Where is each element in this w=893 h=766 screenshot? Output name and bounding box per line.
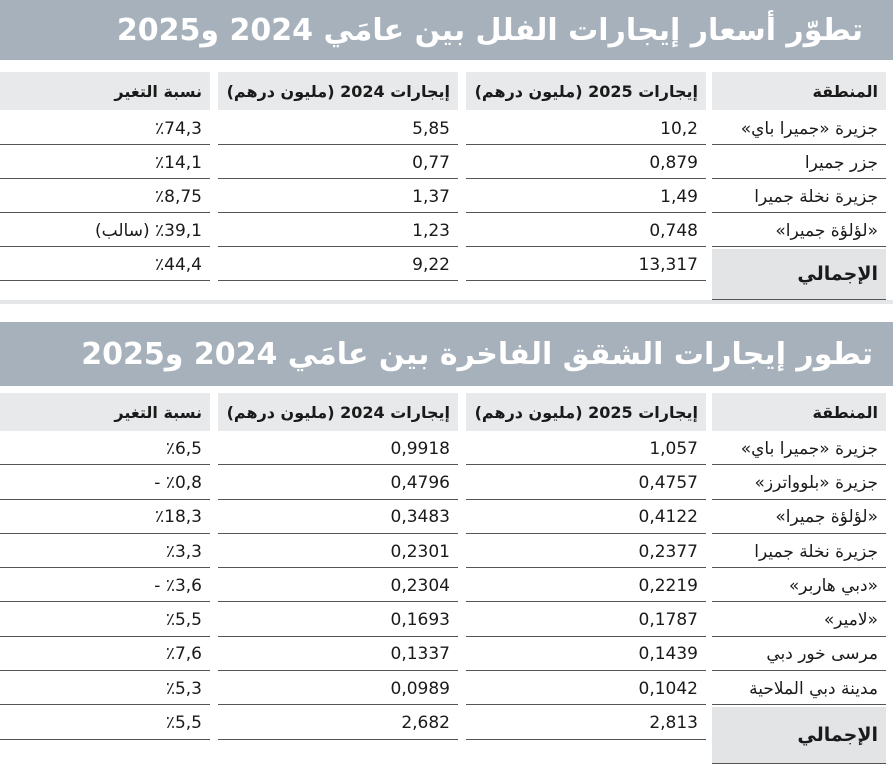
region-cell: جزيرة «بلوواترز» bbox=[712, 467, 886, 500]
table-title: تطور إيجارات الشقق الفاخرة بين عامَي 202… bbox=[0, 322, 893, 386]
value-cell: 0,0989 bbox=[218, 673, 458, 706]
value-cell: 1,23 bbox=[218, 215, 458, 247]
region-cell: جزيرة نخلة جميرا bbox=[712, 181, 886, 213]
column-header: المنطقة bbox=[712, 393, 886, 431]
column-header: نسبة التغير bbox=[0, 393, 210, 431]
region-cell: جزر جميرا bbox=[712, 147, 886, 179]
table-title: تطوّر أسعار إيجارات الفلل بين عامَي 2024… bbox=[0, 0, 893, 60]
value-cell: 0,77 bbox=[218, 147, 458, 179]
value-cell: ٪6,5 bbox=[0, 433, 210, 466]
value-cell: 0,748 bbox=[466, 215, 706, 247]
value-cell: 0,2219 bbox=[466, 570, 706, 603]
column-header: نسبة التغير bbox=[0, 72, 210, 110]
separator bbox=[0, 300, 893, 304]
value-cell: 0,1787 bbox=[466, 605, 706, 637]
value-cell: 0,9918 bbox=[218, 433, 458, 466]
region-cell: مرسى خور دبي bbox=[712, 639, 886, 672]
value-cell: 10,2 bbox=[466, 113, 706, 145]
value-cell: 0,4122 bbox=[466, 502, 706, 534]
value-cell: 0,2377 bbox=[466, 536, 706, 569]
value-cell: 0,4757 bbox=[466, 467, 706, 500]
column-header: المنطقة bbox=[712, 72, 886, 110]
value-cell: 0,2304 bbox=[218, 570, 458, 603]
value-cell: 0,1693 bbox=[218, 605, 458, 637]
value-cell: 0,1439 bbox=[466, 639, 706, 672]
value-cell: ٪8,75 bbox=[0, 181, 210, 213]
value-cell: 2,682 bbox=[218, 707, 458, 740]
value-cell: ٪74,3 bbox=[0, 113, 210, 145]
region-cell: مدينة دبي الملاحية bbox=[712, 673, 886, 706]
value-cell: 0,4796 bbox=[218, 467, 458, 500]
region-cell: جزيرة «جميرا باي» bbox=[712, 433, 886, 466]
value-cell: ٪3,3 bbox=[0, 536, 210, 569]
value-cell: ٪44,4 bbox=[0, 249, 210, 281]
value-cell: ٪5,3 bbox=[0, 673, 210, 706]
value-cell: 0,1337 bbox=[218, 639, 458, 672]
value-cell: ٪0,8 - bbox=[0, 467, 210, 500]
column-header: إيجارات 2024 (مليون درهم) bbox=[218, 393, 458, 431]
value-cell: 0,879 bbox=[466, 147, 706, 179]
value-cell: ٪14,1 bbox=[0, 147, 210, 179]
value-cell: 5,85 bbox=[218, 113, 458, 145]
region-cell: «لؤلؤة جميرا» bbox=[712, 215, 886, 247]
value-cell: 2,813 bbox=[466, 707, 706, 740]
value-cell: 9,22 bbox=[218, 249, 458, 281]
region-cell: «لامير» bbox=[712, 605, 886, 637]
value-cell: 1,49 bbox=[466, 181, 706, 213]
value-cell: 0,3483 bbox=[218, 502, 458, 534]
region-cell: الإجمالي bbox=[712, 707, 886, 764]
value-cell: ٪7,6 bbox=[0, 639, 210, 672]
value-cell: 1,057 bbox=[466, 433, 706, 466]
region-cell: «دبي هاربر» bbox=[712, 570, 886, 603]
value-cell: ٪5,5 bbox=[0, 605, 210, 637]
region-cell: جزيرة «جميرا باي» bbox=[712, 113, 886, 145]
column-header: إيجارات 2024 (مليون درهم) bbox=[218, 72, 458, 110]
column-header: إيجارات 2025 (مليون درهم) bbox=[466, 393, 706, 431]
value-cell: ٪3,6 - bbox=[0, 570, 210, 603]
value-cell: 0,2301 bbox=[218, 536, 458, 569]
value-cell: ٪18,3 bbox=[0, 502, 210, 534]
value-cell: ٪5,5 bbox=[0, 707, 210, 740]
value-cell: 1,37 bbox=[218, 181, 458, 213]
value-cell: 13,317 bbox=[466, 249, 706, 281]
value-cell: 0,1042 bbox=[466, 673, 706, 706]
region-cell: «لؤلؤة جميرا» bbox=[712, 502, 886, 534]
region-cell: جزيرة نخلة جميرا bbox=[712, 536, 886, 569]
region-cell: الإجمالي bbox=[712, 249, 886, 300]
value-cell: ٪39,1 (سالب) bbox=[0, 215, 210, 247]
column-header: إيجارات 2025 (مليون درهم) bbox=[466, 72, 706, 110]
